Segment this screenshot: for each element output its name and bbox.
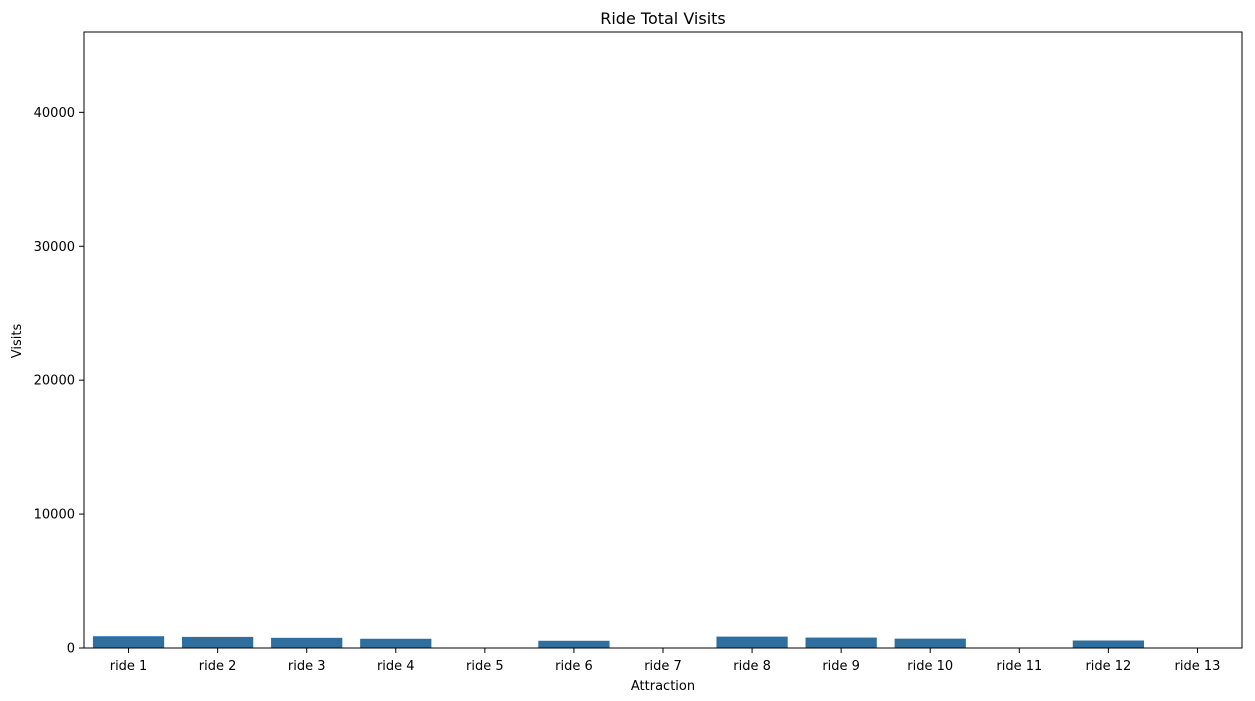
y-axis-ticks: 0 10000 20000 30000 40000	[34, 106, 84, 657]
y-tick-label: 0	[67, 642, 75, 657]
x-tick-label: ride 13	[1175, 659, 1221, 674]
plot-frame	[83, 31, 1243, 649]
y-tick-label: 20000	[34, 374, 75, 389]
x-tick-label: ride 3	[288, 659, 326, 674]
bars-group	[92, 636, 1145, 648]
x-axis-label: Attraction	[631, 679, 695, 694]
x-tick-label: ride 1	[110, 659, 148, 674]
chart-title: Ride Total Visits	[600, 9, 726, 28]
x-tick-label: ride 9	[822, 659, 860, 674]
bar	[1072, 640, 1145, 648]
bar	[805, 637, 877, 648]
x-tick-label: ride 5	[466, 659, 504, 674]
x-axis-ticks: ride 1 ride 2 ride 3 ride 4 ride 5 ride 6 ride…	[110, 648, 1221, 674]
bar	[894, 638, 966, 648]
x-tick-label: ride 7	[644, 659, 682, 674]
x-tick-label: ride 12	[1085, 659, 1131, 674]
bar	[181, 636, 254, 648]
bar	[271, 637, 343, 648]
x-tick-label: ride 6	[555, 659, 593, 674]
y-tick-label: 40000	[34, 106, 75, 121]
bar	[538, 640, 610, 648]
y-tick-label: 30000	[34, 240, 75, 255]
x-tick-label: ride 8	[733, 659, 771, 674]
bar	[92, 636, 165, 648]
x-tick-label: ride 11	[996, 659, 1042, 674]
x-tick-label: ride 10	[907, 659, 953, 674]
y-axis-label: Visits	[10, 324, 25, 359]
bar	[716, 636, 788, 648]
bar	[360, 638, 432, 648]
x-tick-label: ride 2	[199, 659, 237, 674]
x-tick-label: ride 4	[377, 659, 415, 674]
y-tick-label: 10000	[34, 508, 75, 523]
